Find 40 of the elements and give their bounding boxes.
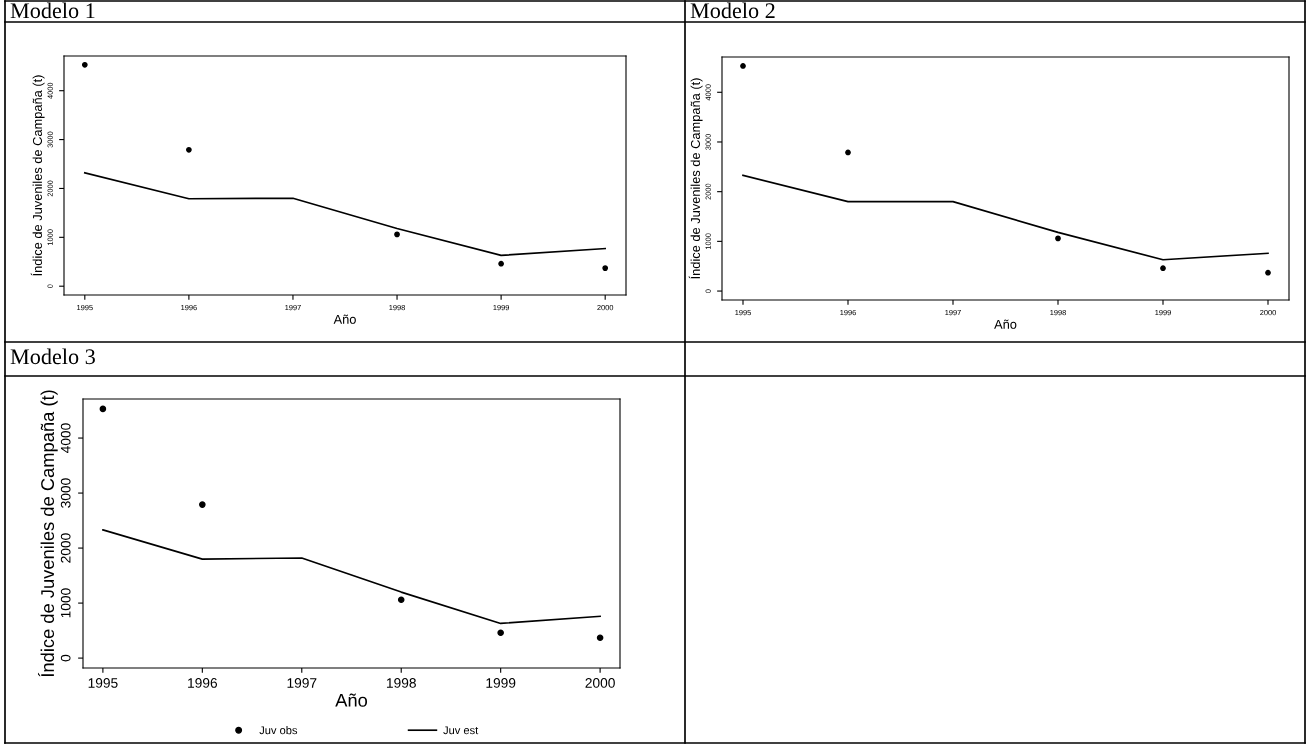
point — [1055, 235, 1061, 242]
x-tick-label: 1995 — [88, 678, 118, 688]
y-tick-label: 1000 — [60, 588, 71, 618]
point — [497, 629, 504, 637]
point — [397, 596, 405, 604]
x-axis-title: Año — [335, 693, 368, 707]
x-tick-label: 1998 — [386, 678, 416, 688]
point — [186, 146, 192, 153]
line-series — [102, 529, 601, 625]
y-axis-title: Índice de Juveniles de Campaña (t) — [30, 75, 45, 276]
x-axis-title: Año — [333, 314, 356, 324]
y-tick-label: 2000 — [60, 533, 71, 563]
y-tick-label: 3000 — [60, 478, 71, 508]
y-axis-title: Índice de Juveniles de Campaña (t) — [688, 78, 703, 279]
point — [99, 405, 107, 413]
point — [498, 260, 504, 267]
point — [740, 63, 746, 69]
point — [845, 149, 851, 156]
legend-label: Juv obs — [259, 726, 298, 735]
x-tick-label: 1997 — [287, 678, 317, 688]
point — [1265, 269, 1271, 276]
y-axis-title: Índice de Juveniles de Campaña (t) — [37, 390, 58, 677]
x-axis-title: Año — [994, 319, 1017, 329]
chart-title: Modelo 2 — [690, 2, 775, 19]
legend-label: Juv est — [443, 726, 479, 735]
x-tick-label: 2000 — [585, 678, 615, 688]
y-tick-label: 0 — [60, 654, 71, 662]
line-series — [83, 171, 607, 257]
y-tick-label: 4000 — [60, 423, 71, 454]
point — [199, 501, 206, 508]
x-tick-label: 1996 — [188, 678, 218, 688]
point — [596, 634, 604, 642]
point — [81, 61, 88, 68]
line-series — [742, 174, 1269, 261]
point — [602, 265, 609, 271]
chart-title: Modelo 1 — [10, 2, 95, 19]
x-tick-label: 1999 — [486, 678, 516, 688]
point — [1160, 265, 1166, 272]
point — [394, 231, 400, 238]
chart-title: Modelo 3 — [10, 348, 95, 365]
